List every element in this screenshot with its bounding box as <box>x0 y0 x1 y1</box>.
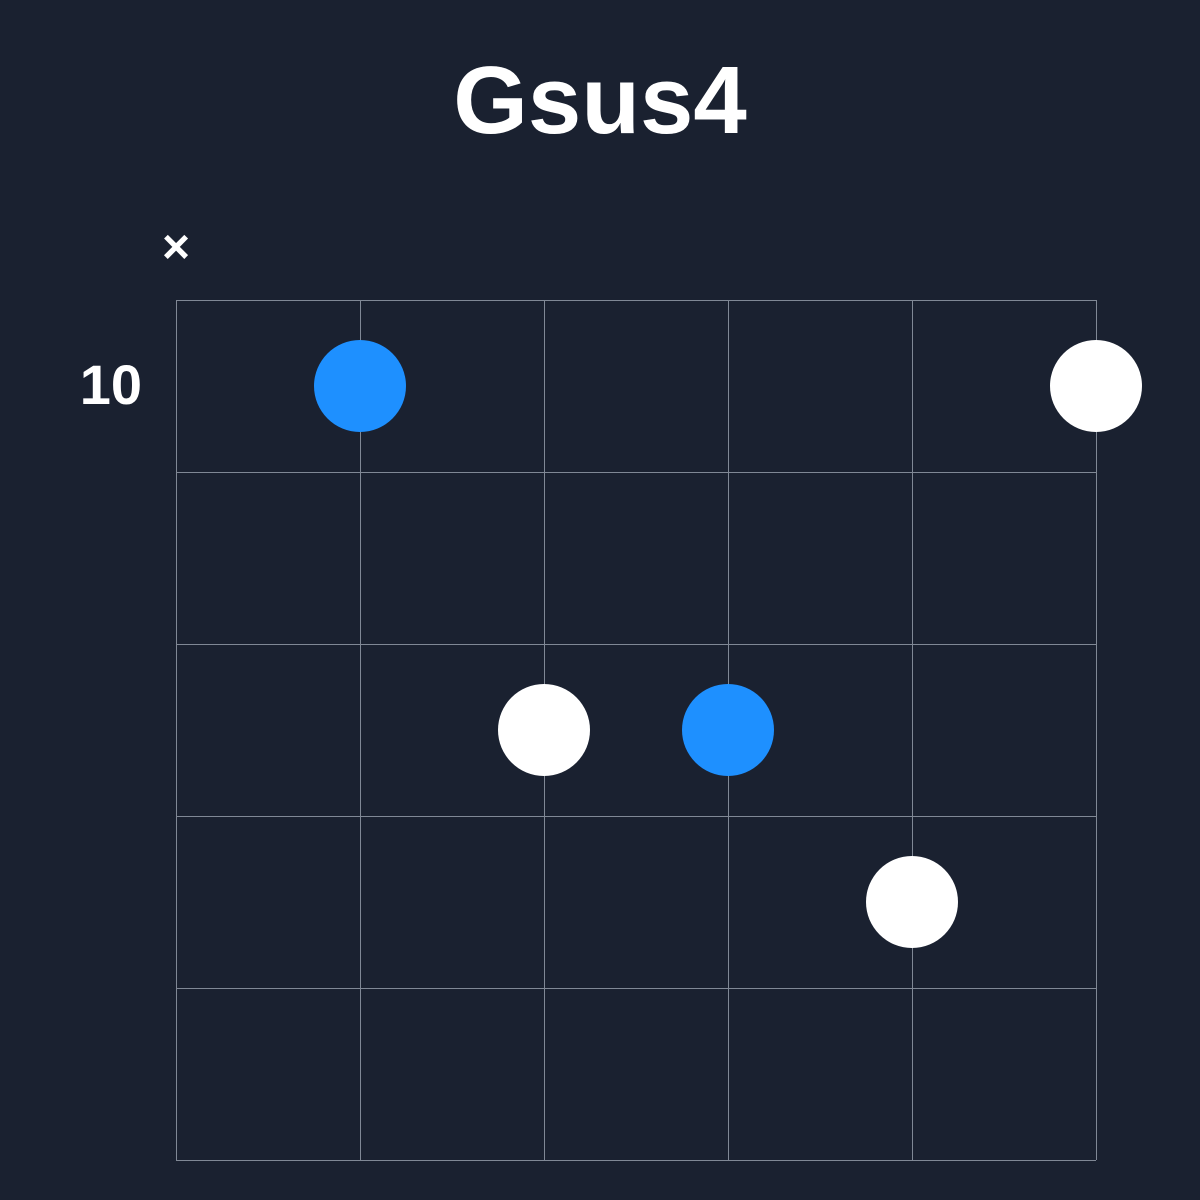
fret-line <box>176 1160 1096 1161</box>
starting-fret-label: 10 <box>22 352 142 417</box>
fret-line <box>176 300 1096 301</box>
fret-line <box>176 988 1096 989</box>
string-line <box>912 300 913 1160</box>
finger-dot <box>866 856 958 948</box>
finger-dot <box>682 684 774 776</box>
string-line <box>176 300 177 1160</box>
fret-line <box>176 472 1096 473</box>
fret-line <box>176 644 1096 645</box>
finger-dot <box>1050 340 1142 432</box>
finger-dot <box>314 340 406 432</box>
chord-title: Gsus4 <box>453 46 746 156</box>
chord-diagram: Gsus4 × 10 <box>0 0 1200 1200</box>
fret-line <box>176 816 1096 817</box>
finger-dot <box>498 684 590 776</box>
mute-marker: × <box>136 220 216 275</box>
